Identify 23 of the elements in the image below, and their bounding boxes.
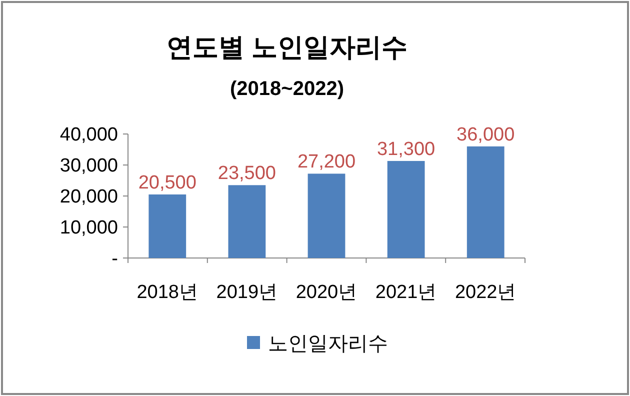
y-tick-label: 30,000 xyxy=(60,156,118,177)
data-label: 20,500 xyxy=(138,172,196,194)
chart-subtitle: (2018~2022) xyxy=(230,78,344,100)
bar xyxy=(387,160,425,258)
x-tick-label: 2021년 xyxy=(375,282,437,303)
data-label: 27,200 xyxy=(297,152,356,173)
bar xyxy=(148,194,186,258)
chart-title: 연도별 노인일자리수 xyxy=(166,32,408,62)
data-label: 36,000 xyxy=(456,124,515,146)
y-tick-label: - xyxy=(112,248,118,270)
y-tick-label: 10,000 xyxy=(60,218,118,239)
bar xyxy=(228,185,266,258)
x-tick-label: 2022년 xyxy=(454,282,516,303)
data-label: 31,300 xyxy=(376,138,436,160)
x-tick-label: 2019년 xyxy=(216,282,278,303)
y-tick-label: 20,000 xyxy=(60,186,118,208)
x-tick-label: 2020년 xyxy=(296,282,358,303)
data-label: 23,500 xyxy=(218,163,276,184)
bar xyxy=(308,174,346,258)
y-tick-label: 40,000 xyxy=(60,124,118,146)
x-tick-label: 2018년 xyxy=(136,282,198,303)
legend-label: 노인일자리수 xyxy=(268,333,388,355)
bar xyxy=(466,146,504,258)
